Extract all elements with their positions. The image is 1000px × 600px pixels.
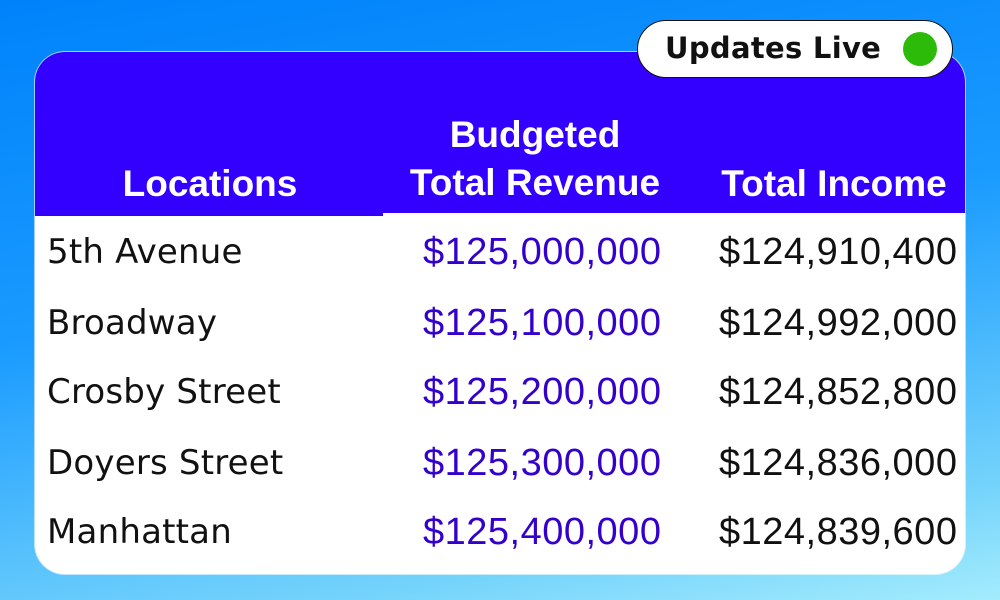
column-header-total-income[interactable]: Total Income [721, 163, 947, 204]
column-header-line: Budgeted [449, 114, 621, 155]
cell-budgeted-revenue: $125,400,000 [423, 511, 662, 553]
table-row: Broadway $125,100,000 $124,992,000 [35, 288, 965, 358]
cell-total-income: $124,910,400 [719, 231, 958, 273]
cell-total-income: $124,992,000 [719, 302, 958, 344]
cell-budgeted-revenue: $125,300,000 [423, 442, 662, 484]
cell-budgeted-revenue: $125,000,000 [423, 231, 662, 273]
cell-location: Broadway [47, 303, 218, 343]
cell-location: Manhattan [47, 512, 232, 552]
column-header-budgeted-total-revenue[interactable]: Budgeted Total Revenue [385, 111, 685, 207]
table-row: Manhattan $125,400,000 $124,839,600 [35, 497, 965, 567]
cell-location: 5th Avenue [47, 232, 243, 272]
cell-location: Doyers Street [47, 443, 284, 483]
cell-total-income: $124,852,800 [719, 371, 958, 413]
updates-live-badge: Updates Live [637, 20, 953, 78]
table-row: Crosby Street $125,200,000 $124,852,800 [35, 357, 965, 427]
table-row: 5th Avenue $125,000,000 $124,910,400 [35, 217, 965, 287]
live-indicator-dot-icon [903, 32, 937, 66]
cell-total-income: $124,839,600 [719, 511, 958, 553]
cell-total-income: $124,836,000 [719, 442, 958, 484]
header-divider [383, 213, 965, 216]
column-header-line: Total Revenue [409, 162, 661, 203]
cell-location: Crosby Street [47, 372, 281, 412]
table-row: Doyers Street $125,300,000 $124,836,000 [35, 428, 965, 498]
revenue-table-card: Locations Budgeted Total Revenue Total I… [35, 52, 965, 574]
column-header-locations[interactable]: Locations [122, 163, 298, 204]
cell-budgeted-revenue: $125,200,000 [423, 371, 662, 413]
cell-budgeted-revenue: $125,100,000 [423, 302, 662, 344]
status-badge-label: Updates Live [665, 31, 882, 65]
table-header: Locations Budgeted Total Revenue Total I… [35, 52, 965, 216]
